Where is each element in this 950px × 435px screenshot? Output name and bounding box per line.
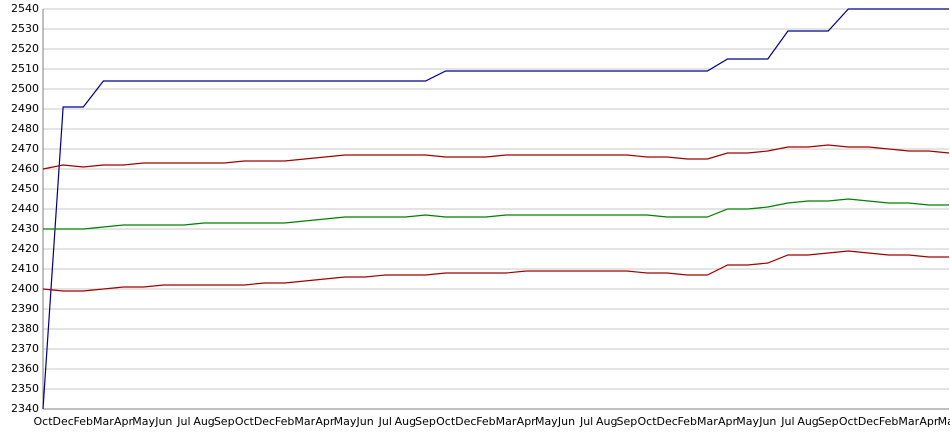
x-tick-label: Mar [93,415,114,428]
y-tick-label: 2480 [11,122,39,135]
y-tick-label: 2420 [11,242,39,255]
x-tick-label: Oct [235,415,255,428]
x-tick-label: Sep [616,415,637,428]
x-tick-label: Jul [780,415,794,428]
x-tick-label: Feb [275,415,294,428]
y-tick-label: 2540 [11,2,39,15]
y-tick-label: 2530 [11,22,39,35]
y-tick-label: 2520 [11,42,39,55]
x-tick-label: Jul [579,415,593,428]
x-tick-label: Oct [436,415,456,428]
x-tick-label: May [736,415,759,428]
y-tick-label: 2360 [11,362,39,375]
x-tick-label: Feb [879,415,898,428]
x-tick-label: Jul [378,415,392,428]
y-tick-label: 2400 [11,282,39,295]
y-tick-label: 2350 [11,382,39,395]
x-tick-label: Jun [154,415,172,428]
y-tick-label: 2410 [11,262,39,275]
x-tick-label: May [132,415,155,428]
x-tick-label: Feb [476,415,495,428]
x-tick-label: Feb [74,415,93,428]
y-tick-label: 2460 [11,162,39,175]
x-tick-label: May [938,415,950,428]
x-tick-label: Feb [678,415,697,428]
y-tick-label: 2430 [11,222,39,235]
series-line [43,198,949,230]
x-tick-label: Jun [758,415,776,428]
x-tick-label: Dec [254,415,275,428]
y-tick-label: 2370 [11,342,39,355]
x-tick-label: Mar [496,415,517,428]
y-tick-label: 2500 [11,82,39,95]
x-tick-label: Apr [718,415,738,428]
y-tick-label: 2470 [11,142,39,155]
x-tick-label: Aug [596,415,617,428]
x-tick-label: Oct [839,415,859,428]
x-tick-label: Oct [637,415,657,428]
x-tick-label: Dec [455,415,476,428]
x-tick-label: Dec [858,415,879,428]
x-tick-label: May [535,415,558,428]
y-tick-label: 2440 [11,202,39,215]
y-tick-label: 2490 [11,102,39,115]
x-tick-label: Aug [797,415,818,428]
x-tick-label: Sep [415,415,436,428]
x-tick-label: Jun [356,415,374,428]
x-tick-label: Mar [898,415,919,428]
x-tick-label: Jun [557,415,575,428]
x-tick-label: Dec [656,415,677,428]
y-tick-label: 2390 [11,302,39,315]
series-line [42,8,949,410]
x-tick-label: Sep [214,415,235,428]
x-tick-label: Jul [176,415,190,428]
x-tick-label: Sep [818,415,839,428]
y-tick-label: 2340 [11,402,39,415]
series-line [42,144,950,170]
x-tick-label: Apr [114,415,134,428]
y-tick-label: 2510 [11,62,39,75]
x-tick-label: Mar [697,415,718,428]
x-tick-label: Oct [33,415,53,428]
x-tick-label: Apr [919,415,939,428]
x-tick-label: Aug [395,415,416,428]
x-tick-label: Apr [517,415,537,428]
y-tick-label: 2450 [11,182,39,195]
series-line [42,250,949,292]
y-tick-label: 2380 [11,322,39,335]
x-tick-label: Apr [315,415,335,428]
x-tick-label: Aug [193,415,214,428]
x-tick-label: Mar [294,415,315,428]
x-tick-label: May [334,415,357,428]
x-tick-label: Dec [52,415,73,428]
